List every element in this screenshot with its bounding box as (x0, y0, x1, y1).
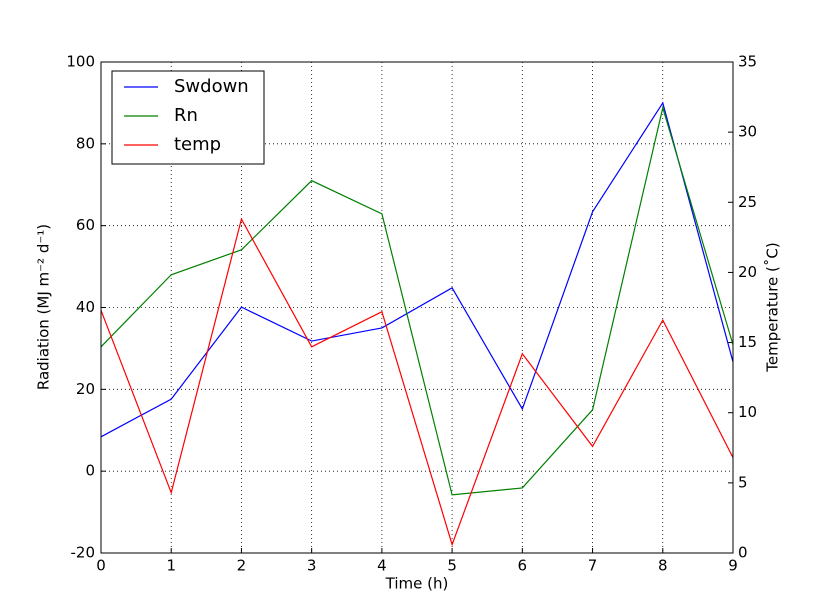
y2-tick-label: 25 (738, 193, 757, 211)
y2-axis-label: Temperature (˚C) (764, 242, 782, 372)
series-line (100, 105, 734, 496)
x-tick-label: 2 (237, 557, 247, 575)
x-tick-label: 5 (447, 557, 457, 575)
x-tick-label: 0 (96, 557, 106, 575)
x-tick-label: 1 (166, 557, 176, 575)
y-tick-label: 40 (76, 298, 95, 316)
y-tick-label: 20 (76, 380, 95, 398)
series-line (100, 217, 734, 547)
y-tick-label: -20 (71, 544, 96, 562)
legend-label: temp (174, 134, 221, 155)
legend-label: Rn (174, 105, 198, 126)
x-tick-label: 3 (307, 557, 317, 575)
y-tick-label: 80 (76, 134, 95, 152)
x-tick-label: 7 (588, 557, 598, 575)
series-line (100, 101, 734, 438)
y-tick-label: 60 (76, 216, 95, 234)
y2-tick-label: 15 (738, 333, 757, 351)
plot-frame (100, 61, 734, 554)
x-tick-label: 8 (658, 557, 668, 575)
y-tick-label: 0 (85, 462, 95, 480)
y2-tick-label: 10 (738, 403, 757, 421)
y-tick-label: 100 (66, 53, 95, 71)
x-tick-label: 6 (518, 557, 528, 575)
x-tick-label: 9 (728, 557, 738, 575)
y2-tick-label: 0 (738, 544, 748, 562)
x-tick-label: 4 (377, 557, 387, 575)
y-axis-label: Radiation (MJ m⁻² d⁻¹) (35, 224, 53, 390)
y2-tick-label: 30 (738, 123, 757, 141)
x-axis-label: Time (h) (385, 575, 449, 593)
legend-label: Swdown (174, 76, 249, 97)
y2-tick-label: 5 (738, 473, 748, 491)
y2-tick-label: 20 (738, 263, 757, 281)
y2-tick-label: 35 (738, 53, 757, 71)
